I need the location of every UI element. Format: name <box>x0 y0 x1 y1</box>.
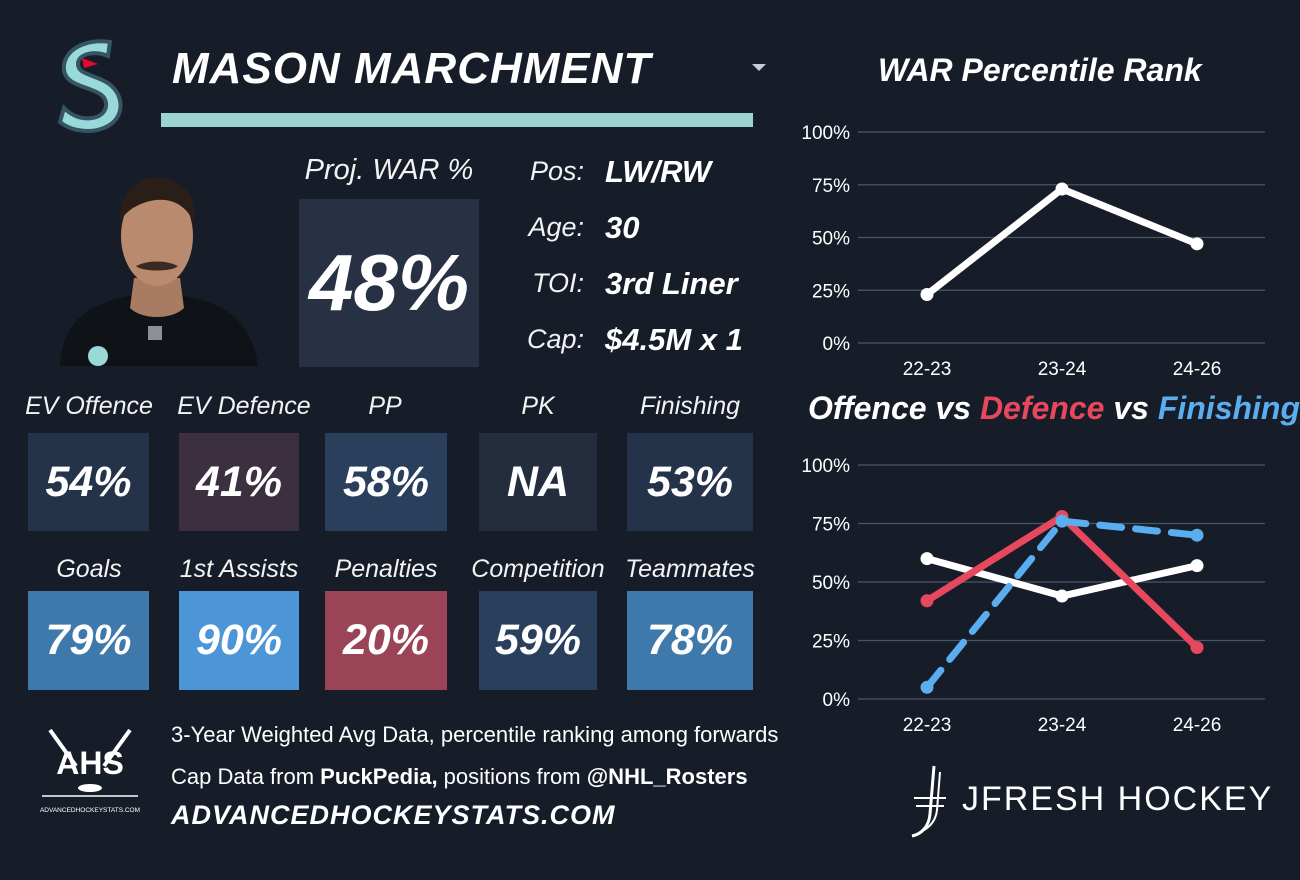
stat-label-goals: Goals <box>56 555 122 583</box>
chart-war-xtick-label: 24-26 <box>1173 359 1222 380</box>
chart-ovd-title-vs1: vs <box>926 390 980 426</box>
info-value-cap: $4.5M x 1 <box>605 322 743 357</box>
info-label-toi: TOI: <box>531 268 584 298</box>
stat-label-finishing: Finishing <box>639 392 741 420</box>
stat-label-competition: Competition <box>471 555 605 583</box>
chart-ovd-title-defence: Defence <box>979 390 1105 426</box>
chart-ovd-point-offence <box>920 552 934 566</box>
stat-tile-pk: NA <box>479 433 597 531</box>
stat-tile-1st-assists: 90% <box>179 591 299 690</box>
proj-war-label: Proj. WAR % <box>304 154 474 186</box>
chevron-down-icon[interactable] <box>750 62 768 74</box>
stat-label-teammates: Teammates <box>625 555 755 583</box>
chart-war-point-0 <box>920 287 934 301</box>
chart-ovd-ytick-label: 50% <box>812 573 850 594</box>
info-label-cap: Cap: <box>526 324 584 354</box>
footer-sources-pre: Cap Data from <box>171 764 321 789</box>
chart-ovd-xtick-label: 22-23 <box>903 715 952 736</box>
stat-label-1st-assists: 1st Assists <box>179 555 299 583</box>
stat-label-pp: PP <box>368 392 402 420</box>
chart-ovd-point-offence <box>1190 559 1204 573</box>
stat-tile-ev-defence: 41% <box>179 433 299 531</box>
chart-war-ytick-label: 25% <box>812 281 850 302</box>
chart-ovd-point-finishing <box>1055 514 1069 528</box>
chart-war-series-line-0 <box>923 185 1201 298</box>
ahs-logo-small-text: ADVANCEDHOCKEYSTATS.COM <box>40 807 140 814</box>
player-headshot <box>52 170 262 366</box>
nhl-rosters-link[interactable]: @NHL_Rosters <box>586 764 748 789</box>
chart-war-percentile: 0% 25% 50% 75% 100% 22-23 23-24 24-26 <box>801 123 1265 380</box>
stat-tile-penalties: 20% <box>325 591 447 690</box>
chart-war-xtick-label: 22-23 <box>903 359 952 380</box>
chart-ovd-point-defence <box>1190 641 1204 655</box>
stat-label-penalties: Penalties <box>334 555 438 583</box>
chart-ovd-xtick-label: 24-26 <box>1173 715 1222 736</box>
stat-tile-goals: 79% <box>28 591 149 690</box>
name-underline <box>161 113 753 127</box>
puckpedia-link[interactable]: PuckPedia, <box>320 764 438 789</box>
jfresh-logo-mark <box>911 765 946 838</box>
chart-war-point-0 <box>1055 182 1069 196</box>
stat-label-ev-defence: EV Defence <box>177 392 311 420</box>
stat-tile-competition: 59% <box>479 591 597 690</box>
stat-label-pk: PK <box>521 392 555 420</box>
chart-ovd-title-offence: Offence <box>808 390 927 426</box>
info-value-toi: 3rd Liner <box>605 266 738 301</box>
footer-note-data: 3-Year Weighted Avg Data, percentile ran… <box>171 722 779 747</box>
chart-ovd-point-finishing <box>1190 528 1204 542</box>
ahs-logo: AHS ADVANCEDHOCKEYSTATS.COM <box>40 728 140 814</box>
chart-war-point-0 <box>1190 237 1204 251</box>
player-name: MASON MARCHMENT <box>172 44 652 93</box>
chart-war-ytick-label: 0% <box>823 334 851 355</box>
chart-offence-defence-finishing: 0% 25% 50% 75% 100% 22-23 23-24 24-26 <box>801 456 1265 736</box>
chart-ovd-title-finishing: Finishing <box>1157 390 1300 426</box>
chart-ovd-ytick-label: 100% <box>801 456 850 477</box>
proj-war-value: 48% <box>299 199 479 367</box>
footer-note-sources: Cap Data from PuckPedia, positions from … <box>171 764 748 790</box>
stat-label-ev-offence: EV Offence <box>25 392 153 420</box>
chart-ovd-ytick-label: 0% <box>823 690 851 711</box>
chart-war-xtick-label: 23-24 <box>1038 359 1087 380</box>
kraken-logo <box>57 39 123 133</box>
chart-ovd-point-defence <box>920 594 934 608</box>
chart-war-ytick-label: 50% <box>812 229 850 250</box>
chart-ovd-point-offence <box>1055 589 1069 603</box>
chart-ovd-ytick-label: 25% <box>812 632 850 653</box>
chart-ovd-title: Offence vs Defence vs Finishing <box>808 390 1300 427</box>
info-label-age: Age: <box>528 212 584 242</box>
jfresh-brand: JFRESH HOCKEY <box>962 780 1274 818</box>
stat-tile-finishing: 53% <box>627 433 753 531</box>
info-label-pos: Pos: <box>529 156 584 186</box>
chart-ovd-title-vs2: vs <box>1104 390 1158 426</box>
footer-sources-mid: positions from <box>437 764 587 789</box>
info-value-age: 30 <box>605 210 640 245</box>
footer-url[interactable]: ADVANCEDHOCKEYSTATS.COM <box>171 800 616 830</box>
chart-ovd-point-finishing <box>920 680 934 694</box>
chart-ovd-ytick-label: 75% <box>812 515 850 536</box>
chart-war-ytick-label: 75% <box>812 176 850 197</box>
stat-tile-ev-offence: 54% <box>28 433 149 531</box>
stat-tile-teammates: 78% <box>627 591 753 690</box>
ahs-logo-text: AHS <box>56 745 124 781</box>
chart-war-title: WAR Percentile Rank <box>878 52 1202 88</box>
info-value-pos: LW/RW <box>605 154 712 189</box>
chart-war-ytick-label: 100% <box>801 123 850 144</box>
stat-tile-pp: 58% <box>325 433 447 531</box>
chart-ovd-xtick-label: 23-24 <box>1038 715 1087 736</box>
